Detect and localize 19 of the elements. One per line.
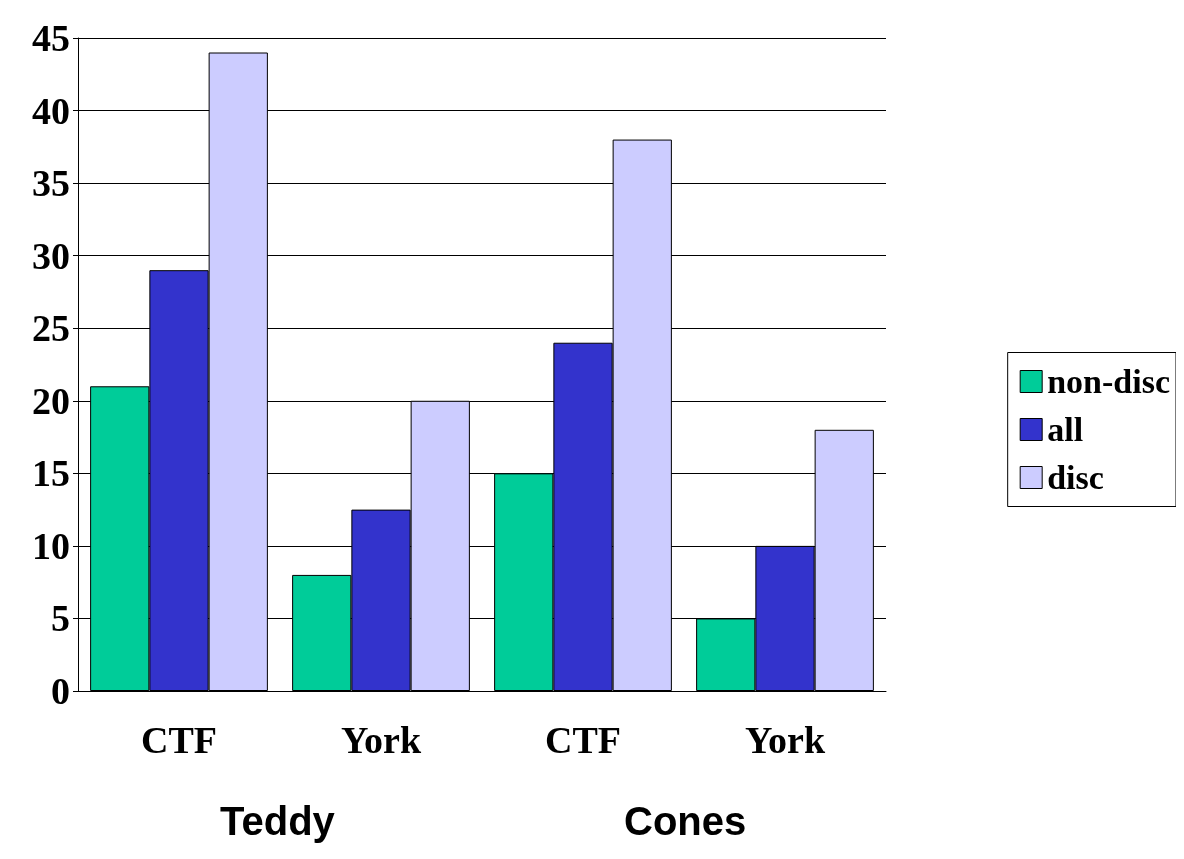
- text: Teddy: [220, 799, 336, 843]
- x-tick-label: York: [340, 719, 422, 761]
- text: Cones: [624, 799, 747, 843]
- legend-label: all: [1047, 411, 1084, 448]
- y-tick-label: 5: [51, 597, 70, 640]
- y-tick-label: 40: [32, 89, 70, 132]
- x-tick-label: CTF: [141, 719, 217, 761]
- y-tick-label: 0: [51, 670, 70, 712]
- legend-label: non-disc: [1047, 363, 1171, 400]
- y-tick-label: 10: [32, 524, 70, 567]
- y-tick-label: 45: [32, 17, 70, 59]
- y-tick-label: 30: [32, 234, 70, 277]
- y-tick-label: 35: [32, 162, 70, 205]
- x-tick-label: CTF: [545, 719, 621, 761]
- y-tick-label: 20: [32, 379, 70, 422]
- y-tick-label: 25: [32, 307, 70, 350]
- x-tick-label: York: [744, 719, 826, 761]
- y-tick-label: 15: [32, 452, 70, 495]
- legend-label: disc: [1047, 459, 1104, 496]
